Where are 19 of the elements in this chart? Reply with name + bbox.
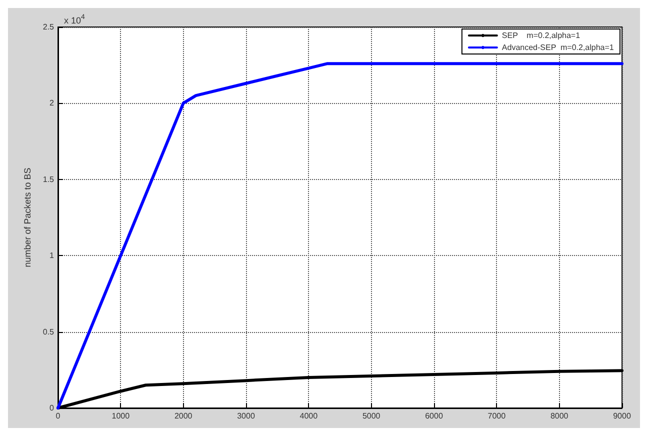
x-tick-label: 1000: [112, 412, 130, 420]
y-tick-label: 0.5: [42, 327, 55, 336]
y-axis-title: number of Packets to BS: [22, 168, 32, 268]
y-tick-label: 1: [50, 251, 55, 260]
x-tick-label: 6000: [425, 412, 444, 420]
x-tick-label: 5000: [362, 412, 381, 420]
y-tick-label: 2: [50, 98, 55, 108]
x-tick-label: 4000: [300, 412, 318, 420]
x-tick-label: 7000: [488, 412, 506, 420]
legend-label: Advanced-SEP m=0.2,alpha=1: [502, 43, 614, 52]
y-tick-label: 1.5: [42, 174, 55, 184]
y-tick-label: 2.5: [42, 22, 55, 32]
legend-label: SEP m=0.2,alpha=1: [502, 31, 581, 40]
x-tick-label: 2000: [174, 412, 193, 420]
x-tick-label: 0: [56, 412, 61, 420]
x-tick-label: 8000: [550, 412, 569, 420]
y-tick-label: 0: [50, 404, 55, 412]
x-tick-label: 9000: [613, 412, 632, 420]
x-tick-label: 3000: [237, 412, 256, 420]
